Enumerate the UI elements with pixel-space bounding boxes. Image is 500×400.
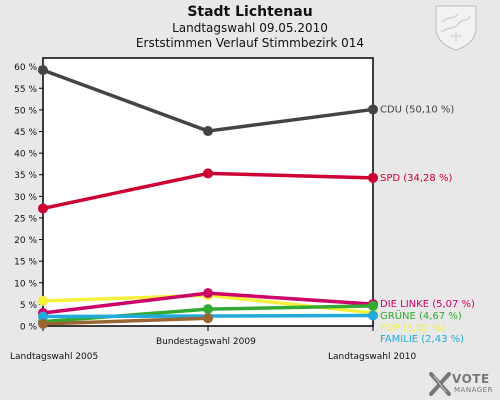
series-end-label: CDU (50,10 %) — [380, 104, 454, 115]
data-point — [368, 300, 378, 311]
data-point — [38, 203, 48, 214]
data-point — [38, 311, 48, 322]
y-tick-label: 35 % — [14, 171, 37, 181]
data-point — [38, 295, 48, 306]
data-point — [203, 313, 213, 324]
series-line — [42, 316, 209, 326]
series-end-label: GRÜNE (4,67 %) — [380, 309, 462, 322]
plot-area — [42, 57, 374, 327]
series-end-label: SPD (34,28 %) — [380, 173, 452, 184]
y-tick-label: 50 % — [14, 106, 37, 116]
series-end-label: DIE LINKE (5,07 %) — [380, 299, 475, 310]
data-point — [368, 310, 378, 321]
vote-x-icon — [429, 372, 451, 396]
coat-of-arms-icon — [435, 5, 477, 51]
chart-title: Stadt Lichtenau — [187, 4, 313, 20]
data-point — [368, 104, 378, 115]
data-point — [203, 288, 213, 299]
chart-header: Stadt Lichtenau Landtagswahl 09.05.2010 … — [0, 4, 500, 51]
data-point — [368, 172, 378, 183]
y-tick-label: 30 % — [14, 193, 37, 203]
y-tick-label: 5 % — [20, 301, 38, 311]
data-point — [203, 168, 213, 179]
y-tick-label: 0 % — [20, 323, 38, 333]
series-end-label: FDP (3,02 %) — [380, 323, 446, 334]
series-end-label: FAMILIE (2,43 %) — [380, 334, 464, 345]
chart-subtitle-election: Landtagswahl 09.05.2010 — [172, 21, 328, 35]
logo-subtext: MANAGER — [454, 386, 493, 394]
x-tick-label: Landtagswahl 2010 — [328, 352, 417, 362]
y-tick-label: 20 % — [14, 236, 37, 246]
y-tick-label: 10 % — [14, 279, 37, 289]
y-tick-label: 25 % — [14, 214, 37, 224]
y-tick-label: 55 % — [14, 85, 37, 95]
chart-subtitle-description: Erststimmen Verlauf Stimmbezirk 014 — [135, 36, 365, 50]
data-point — [38, 318, 48, 329]
logo-text: VOTE — [452, 372, 490, 386]
data-point — [203, 126, 213, 137]
vote-manager-logo: VOTE MANAGER — [428, 368, 498, 398]
y-tick-label: 40 % — [14, 150, 37, 160]
x-tick-label: Bundestagswahl 2009 — [156, 337, 256, 347]
x-tick-label: Landtagswahl 2005 — [10, 352, 98, 362]
y-tick-label: 45 % — [14, 128, 37, 138]
y-tick-label: 60 % — [14, 63, 37, 73]
data-point — [203, 304, 213, 315]
y-tick-label: 15 % — [14, 258, 37, 268]
data-point — [38, 65, 48, 76]
